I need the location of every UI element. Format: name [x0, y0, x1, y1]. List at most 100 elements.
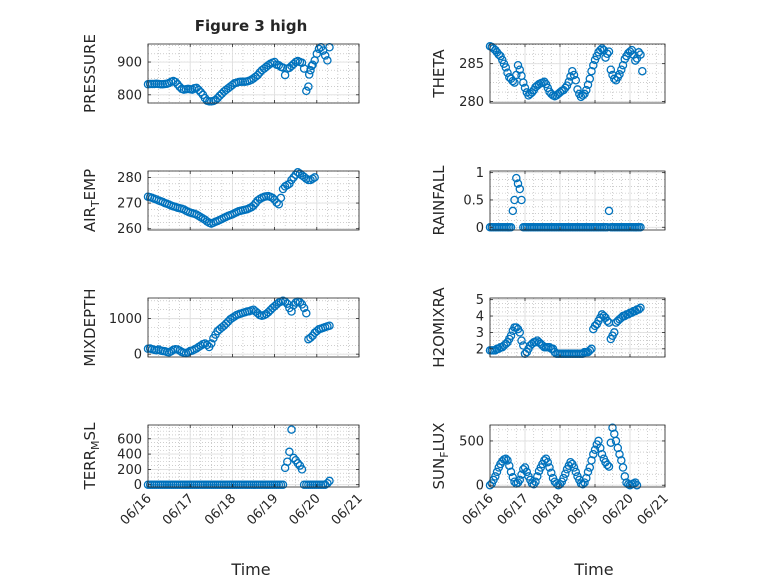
data-point [515, 475, 525, 485]
y-axis-label: H2OMIXRA [430, 287, 448, 368]
data-point [583, 467, 593, 477]
y-tick-label: 0 [134, 478, 142, 493]
data-point [194, 342, 203, 352]
data-point [571, 467, 581, 477]
y-axis-label-part: AIR [81, 207, 99, 232]
data-point [308, 174, 317, 183]
data-point [522, 467, 532, 477]
y-tick-label: 5 [476, 293, 484, 308]
data-point [631, 56, 640, 65]
data-point [247, 75, 256, 84]
data-point [308, 60, 317, 69]
y-tick-label: 2 [476, 342, 484, 357]
data-point [196, 341, 206, 350]
data-point [596, 45, 605, 55]
y-tick-label: 260 [117, 222, 142, 237]
data-point [547, 468, 556, 478]
data-point [194, 85, 203, 95]
data-point [289, 453, 298, 463]
x-tick-label: 06/16 [118, 491, 155, 528]
data-point [512, 173, 521, 183]
y-axis-label-part: TERR [81, 450, 99, 491]
data-series [143, 168, 319, 228]
x-tick-label: 06/16 [460, 491, 497, 528]
data-point [264, 61, 273, 70]
data-point [274, 61, 284, 70]
data-point [597, 44, 607, 53]
y-tick-label: 200 [117, 463, 142, 478]
data-point [634, 48, 644, 57]
data-point [517, 336, 526, 345]
data-point [283, 180, 292, 190]
data-point [314, 44, 324, 54]
data-point [192, 344, 201, 353]
y-tick-label: 0.5 [463, 193, 484, 208]
y-axis-label-part: SL [81, 422, 99, 441]
axes-box [489, 424, 666, 488]
data-point [506, 331, 516, 340]
axes-box [489, 43, 666, 104]
x-axis-label-right: Time [573, 560, 613, 579]
figure-title: Figure 3 high [195, 17, 308, 35]
data-point [636, 303, 645, 313]
data-point [636, 50, 645, 59]
data-point [589, 449, 598, 459]
x-tick-label: 06/17 [495, 491, 532, 528]
data-point [299, 303, 309, 313]
data-point [253, 70, 262, 80]
y-tick-label: 0 [134, 348, 142, 363]
data-point [192, 210, 201, 219]
data-point [604, 47, 614, 56]
y-tick-label: 280 [459, 95, 484, 110]
data-point [171, 77, 180, 87]
y-tick-label: 1 [476, 166, 484, 181]
axes-box [489, 297, 666, 358]
data-point [297, 58, 307, 67]
data-point [508, 473, 518, 482]
data-point [272, 300, 281, 309]
x-tick-label: 06/20 [600, 491, 637, 528]
data-point [606, 65, 616, 74]
data-series [485, 423, 642, 490]
y-axis-label: SUNFLUX [430, 423, 451, 490]
y-tick-label: 270 [117, 197, 142, 212]
data-point [207, 339, 216, 348]
data-point [604, 462, 614, 471]
data-point [638, 66, 647, 76]
y-axis-label-part: LUX [430, 423, 448, 452]
data-point [583, 80, 593, 90]
data-point [569, 70, 579, 80]
y-axis-label-part: H2OMIXRA [430, 287, 448, 368]
data-point [520, 463, 530, 472]
data-point [515, 328, 525, 337]
y-axis-label-part: PRESSURE [81, 34, 99, 113]
data-point [506, 223, 516, 232]
data-point [585, 346, 595, 355]
data-point [508, 206, 518, 216]
data-point [519, 78, 528, 87]
data-point [582, 85, 591, 95]
y-axis-label: RAINFALL [430, 165, 448, 236]
data-point [491, 472, 500, 481]
data-point [287, 175, 296, 185]
y-axis-label-part: EMP [81, 169, 99, 200]
y-axis-label-part: THETA [430, 49, 448, 99]
data-point [501, 63, 511, 72]
data-point [202, 340, 212, 350]
y-axis-label: TERRMSL [81, 422, 102, 491]
data-point [283, 299, 292, 308]
data-point [533, 472, 542, 481]
data-point [517, 195, 526, 205]
data-point [283, 457, 292, 466]
data-series [143, 296, 334, 358]
data-series [485, 42, 647, 102]
data-point [597, 449, 607, 459]
data-series [485, 173, 645, 232]
data-point [289, 173, 298, 182]
x-tick-label: 06/18 [530, 491, 567, 528]
data-point [278, 480, 288, 489]
data-point [545, 463, 554, 472]
y-axis-label: THETA [430, 49, 448, 99]
data-point [304, 70, 314, 79]
